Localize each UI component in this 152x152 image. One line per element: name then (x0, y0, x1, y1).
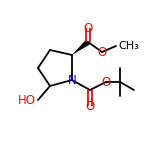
Text: N: N (68, 74, 76, 86)
Text: O: O (97, 45, 107, 59)
Text: O: O (83, 21, 93, 35)
Polygon shape (72, 40, 90, 55)
Text: HO: HO (18, 93, 36, 107)
Text: O: O (85, 100, 95, 112)
Text: O: O (101, 76, 111, 88)
Text: CH₃: CH₃ (118, 41, 139, 51)
